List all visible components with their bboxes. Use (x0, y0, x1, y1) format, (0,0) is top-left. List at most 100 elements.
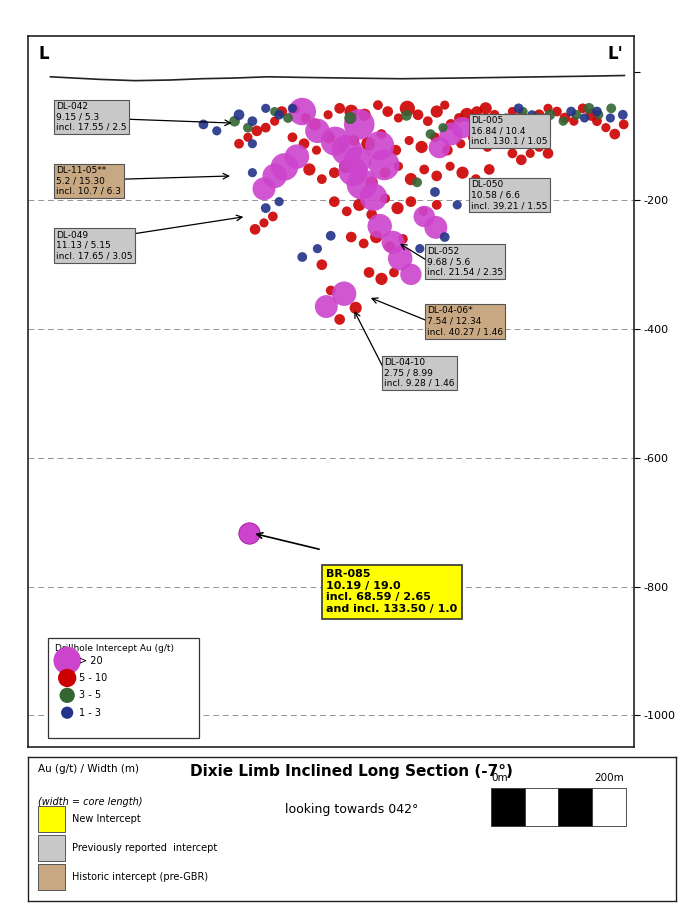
Point (389, 265, 400, 280)
Point (571, 108, 582, 122)
Point (341, 143, 352, 158)
Text: DL-11-05**
5.2 / 15.30
incl. 10.7 / 6.3: DL-11-05** 5.2 / 15.30 incl. 10.7 / 6.3 (57, 166, 122, 196)
Point (233, 108, 244, 122)
Point (309, 117, 321, 131)
Point (316, 172, 328, 187)
Point (445, 127, 456, 141)
Point (337, 140, 348, 154)
Point (352, 153, 363, 168)
Point (392, 201, 403, 216)
Point (395, 251, 406, 265)
Point (577, 101, 588, 116)
Point (323, 130, 335, 145)
Point (498, 114, 509, 129)
Point (242, 120, 253, 135)
Point (593, 108, 604, 122)
Point (559, 111, 570, 125)
Point (484, 162, 495, 177)
Point (312, 123, 323, 138)
Point (434, 140, 445, 155)
Text: Previously reported  intercept: Previously reported intercept (72, 843, 217, 853)
Point (379, 158, 390, 172)
FancyBboxPatch shape (491, 788, 524, 826)
Point (609, 127, 620, 141)
Point (334, 313, 345, 327)
Point (419, 209, 430, 224)
Point (340, 159, 351, 174)
Point (605, 111, 616, 125)
Point (62, 670, 73, 685)
Point (489, 108, 500, 122)
Point (325, 284, 336, 298)
Point (482, 140, 493, 154)
Text: DL-049
11.13 / 5.15
incl. 17.65 / 3.05: DL-049 11.13 / 5.15 incl. 17.65 / 3.05 (57, 230, 133, 260)
Text: Drillhole Intercept Au (g/t): Drillhole Intercept Au (g/t) (55, 644, 174, 653)
Point (568, 114, 580, 129)
Point (393, 111, 404, 125)
Point (287, 101, 298, 116)
Point (531, 111, 542, 125)
Point (370, 230, 382, 245)
Point (374, 219, 385, 234)
FancyBboxPatch shape (38, 834, 65, 861)
Point (606, 101, 617, 116)
Point (344, 111, 356, 125)
Point (249, 222, 260, 236)
Point (422, 114, 433, 129)
Point (243, 525, 254, 540)
Point (542, 101, 554, 116)
Point (282, 111, 293, 125)
Point (457, 120, 468, 135)
Point (418, 204, 429, 218)
Point (62, 688, 73, 702)
Point (298, 137, 309, 151)
Text: Historic intercept (pre-GBR): Historic intercept (pre-GBR) (72, 872, 208, 882)
Point (500, 111, 512, 125)
Text: New Intercept: New Intercept (72, 814, 141, 824)
Point (405, 195, 416, 209)
Point (366, 207, 377, 222)
Point (452, 198, 463, 212)
Point (323, 108, 334, 122)
Point (329, 195, 340, 209)
Point (412, 108, 423, 122)
Point (405, 267, 416, 282)
Point (269, 114, 280, 129)
Point (374, 139, 385, 153)
Point (311, 143, 322, 158)
Text: L: L (38, 44, 49, 63)
Point (412, 175, 423, 189)
Text: 3 - 5: 3 - 5 (79, 690, 101, 700)
Point (358, 236, 370, 251)
Point (297, 104, 308, 119)
Point (339, 286, 350, 301)
Point (586, 108, 597, 122)
Point (425, 127, 436, 141)
Point (583, 101, 594, 116)
Point (251, 123, 262, 138)
Point (457, 166, 468, 180)
Point (384, 239, 395, 254)
Point (430, 220, 442, 235)
Point (445, 117, 456, 131)
Point (354, 198, 365, 212)
Point (62, 653, 73, 668)
Point (617, 108, 629, 122)
Point (274, 108, 285, 122)
Point (517, 104, 528, 119)
Point (454, 111, 465, 125)
Point (405, 172, 416, 187)
Point (524, 146, 536, 160)
Point (398, 232, 409, 246)
Point (368, 190, 379, 205)
Point (260, 201, 272, 216)
Point (334, 101, 345, 116)
Point (341, 204, 352, 218)
Text: looking towards 042°: looking towards 042° (285, 803, 419, 816)
FancyBboxPatch shape (524, 788, 559, 826)
Point (416, 140, 427, 154)
Point (533, 140, 545, 154)
Point (533, 108, 545, 122)
Point (229, 114, 240, 129)
Point (393, 159, 404, 174)
